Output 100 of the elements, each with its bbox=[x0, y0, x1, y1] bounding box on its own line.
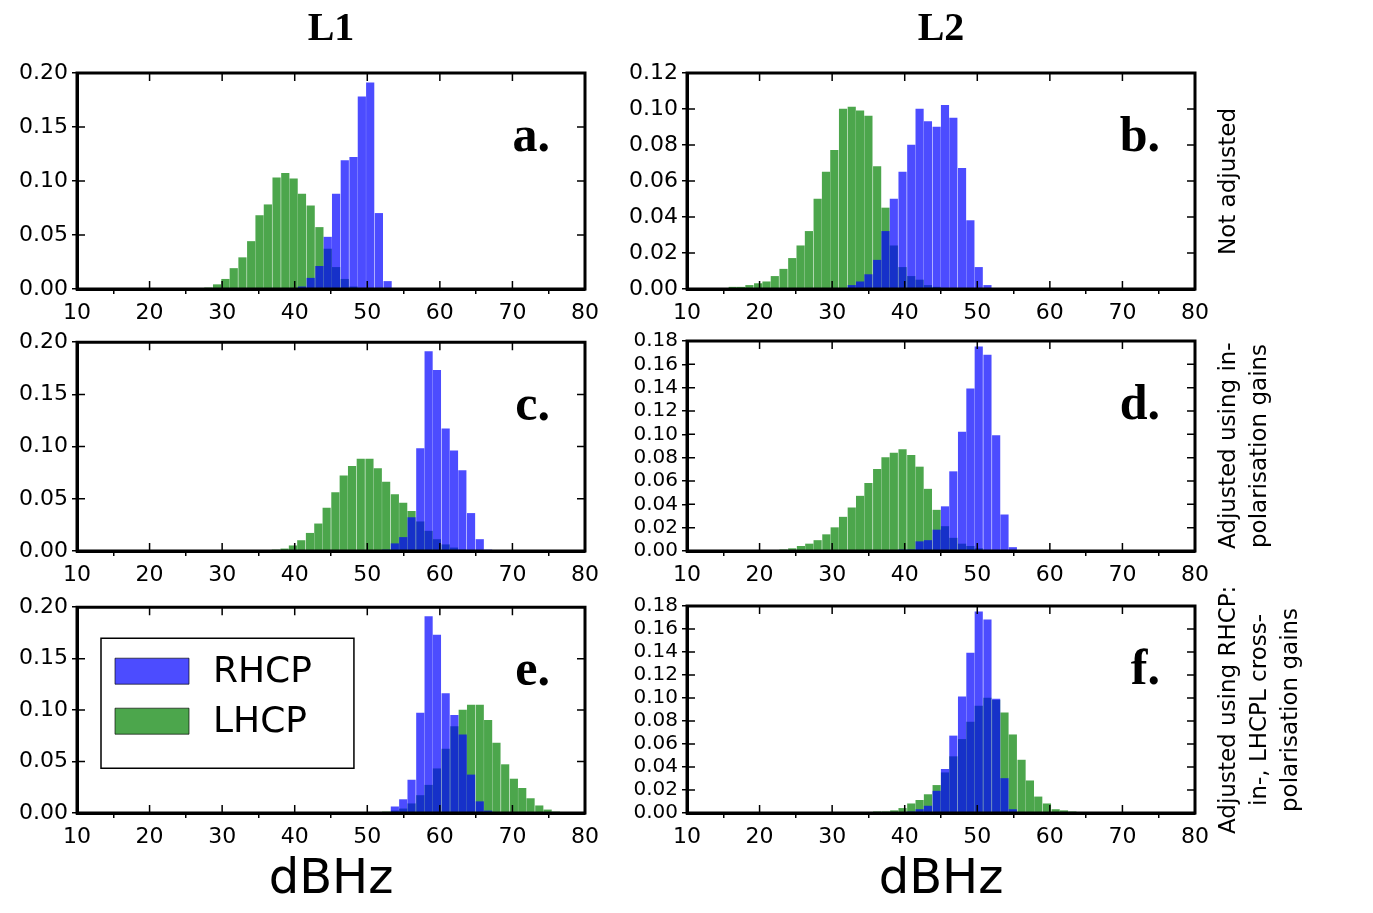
legend-label: RHCP bbox=[213, 648, 312, 690]
y-tick-label: 0.10 bbox=[19, 432, 68, 458]
x-tick-label: 10 bbox=[63, 560, 91, 586]
x-tick-label: 50 bbox=[353, 560, 382, 586]
x-tick-label: 10 bbox=[63, 298, 91, 324]
y-tick-label: 0.06 bbox=[633, 467, 678, 492]
y-tick-label: 0.04 bbox=[629, 202, 678, 228]
y-tick-label: 0.18 bbox=[633, 327, 678, 352]
x-tick-label: 40 bbox=[280, 298, 309, 324]
legend-label: LHCP bbox=[213, 698, 307, 740]
y-tick-label: 0.05 bbox=[19, 747, 68, 773]
y-tick-label: 0.10 bbox=[629, 94, 678, 120]
x-tick-label: 20 bbox=[135, 560, 164, 586]
y-tick-label: 0.15 bbox=[19, 112, 68, 138]
x-tick-label: 30 bbox=[208, 822, 237, 848]
y-tick-label: 0.08 bbox=[633, 707, 678, 732]
annotation: b. bbox=[1119, 106, 1160, 162]
y-tick-label: 0.12 bbox=[633, 397, 678, 422]
x-tick-label: 60 bbox=[425, 822, 454, 848]
y-tick-label: 0.15 bbox=[19, 380, 68, 406]
x-tick-label: 50 bbox=[963, 298, 992, 324]
x-tick-label: 40 bbox=[890, 822, 919, 848]
x-axis-title: dBHz bbox=[878, 848, 1004, 905]
annotation: d. bbox=[1119, 374, 1160, 430]
x-tick-label: 50 bbox=[353, 822, 382, 848]
annotation: c. bbox=[515, 375, 550, 432]
annotation: e. bbox=[515, 640, 550, 697]
x-tick-label: 80 bbox=[1181, 822, 1209, 848]
y-tick-label: 0.10 bbox=[633, 420, 678, 445]
x-tick-label: 70 bbox=[498, 298, 527, 324]
x-tick-label: 30 bbox=[208, 560, 237, 586]
x-tick-label: 50 bbox=[963, 560, 992, 586]
y-tick-label: 0.00 bbox=[19, 798, 68, 824]
annotation: a. bbox=[512, 106, 550, 162]
x-tick-label: 60 bbox=[425, 298, 454, 324]
y-tick-label: 0.18 bbox=[633, 592, 678, 617]
x-tick-label: 70 bbox=[1108, 560, 1137, 586]
x-tick-label: 20 bbox=[745, 560, 774, 586]
x-tick-label: 50 bbox=[353, 298, 382, 324]
x-tick-label: 70 bbox=[498, 560, 527, 586]
x-tick-label: 80 bbox=[571, 298, 599, 324]
x-tick-label: 80 bbox=[1181, 298, 1209, 324]
chart-title: L2 bbox=[917, 4, 965, 50]
x-tick-label: 30 bbox=[818, 822, 847, 848]
y-tick-label: 0.10 bbox=[19, 166, 68, 192]
y-tick-label: 0.16 bbox=[633, 350, 678, 375]
text: Adjusted using RHCP: in-, LHCPL cross-polarisation gains bbox=[1213, 584, 1304, 836]
y-tick-label: 0.05 bbox=[19, 484, 68, 510]
y-tick-label: 0.12 bbox=[633, 661, 678, 686]
x-tick-label: 40 bbox=[890, 560, 919, 586]
y-tick-label: 0.02 bbox=[629, 238, 678, 264]
y-tick-label: 0.00 bbox=[633, 799, 678, 824]
annotation: f. bbox=[1130, 639, 1160, 695]
x-tick-label: 80 bbox=[1181, 560, 1209, 586]
y-tick-label: 0.10 bbox=[19, 695, 68, 721]
y-tick-label: 0.00 bbox=[633, 537, 678, 562]
chart-title: L1 bbox=[307, 4, 355, 50]
y-tick-label: 0.10 bbox=[633, 684, 678, 709]
y-tick-label: 0.14 bbox=[633, 373, 678, 398]
text: Adjusted using in-polarisation gains bbox=[1214, 342, 1272, 550]
y-tick-label: 0.06 bbox=[629, 166, 678, 192]
x-tick-label: 60 bbox=[1035, 298, 1064, 324]
x-tick-label: 20 bbox=[745, 298, 774, 324]
x-axis-title: dBHz bbox=[268, 848, 394, 905]
x-tick-label: 20 bbox=[745, 822, 774, 848]
x-tick-label: 10 bbox=[673, 822, 701, 848]
y-tick-label: 0.20 bbox=[19, 327, 68, 353]
x-tick-label: 60 bbox=[425, 560, 454, 586]
y-tick-label: 0.15 bbox=[19, 644, 68, 670]
text: Not adjusted bbox=[1213, 106, 1241, 257]
y-tick-label: 0.20 bbox=[19, 58, 68, 84]
x-tick-label: 20 bbox=[135, 298, 164, 324]
x-tick-label: 10 bbox=[673, 298, 701, 324]
y-tick-label: 0.00 bbox=[629, 274, 678, 300]
y-tick-label: 0.08 bbox=[633, 443, 678, 468]
y-tick-label: 0.04 bbox=[633, 490, 678, 515]
x-tick-label: 60 bbox=[1035, 560, 1064, 586]
x-tick-label: 70 bbox=[1108, 822, 1137, 848]
y-tick-label: 0.14 bbox=[633, 638, 678, 663]
x-tick-label: 30 bbox=[818, 298, 847, 324]
x-tick-label: 20 bbox=[135, 822, 164, 848]
x-tick-label: 80 bbox=[571, 822, 599, 848]
y-tick-label: 0.08 bbox=[629, 130, 678, 156]
y-tick-label: 0.16 bbox=[633, 615, 678, 640]
x-tick-label: 40 bbox=[280, 560, 309, 586]
x-tick-label: 30 bbox=[818, 560, 847, 586]
y-tick-label: 0.06 bbox=[633, 730, 678, 755]
y-tick-label: 0.05 bbox=[19, 220, 68, 246]
y-tick-label: 0.04 bbox=[633, 753, 678, 778]
x-tick-label: 10 bbox=[673, 560, 701, 586]
y-tick-label: 0.02 bbox=[633, 776, 678, 801]
x-tick-label: 80 bbox=[571, 560, 599, 586]
y-tick-label: 0.00 bbox=[19, 274, 68, 300]
x-tick-label: 60 bbox=[1035, 822, 1064, 848]
x-tick-label: 70 bbox=[1108, 298, 1137, 324]
x-tick-label: 30 bbox=[208, 298, 237, 324]
x-tick-label: 50 bbox=[963, 822, 992, 848]
x-tick-label: 40 bbox=[280, 822, 309, 848]
y-tick-label: 0.00 bbox=[19, 536, 68, 562]
y-tick-label: 0.02 bbox=[633, 513, 678, 538]
